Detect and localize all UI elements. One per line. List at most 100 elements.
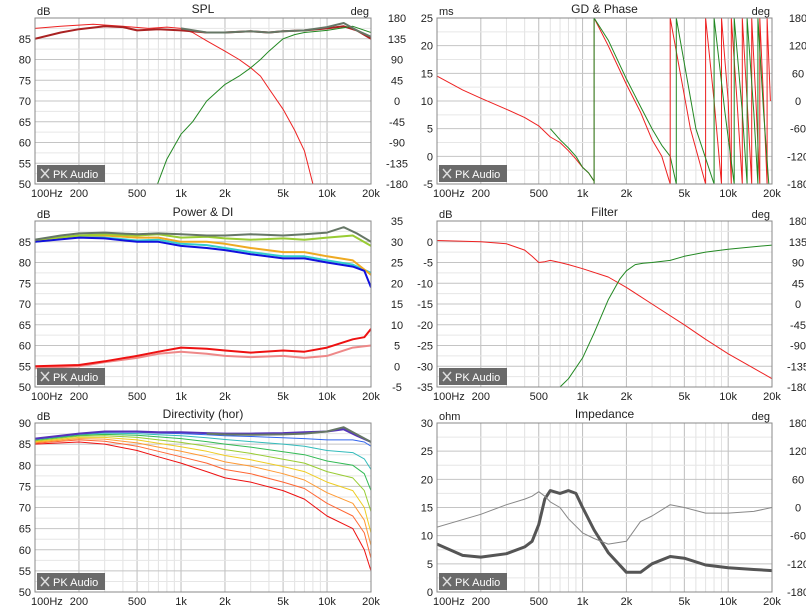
y-right-tick: 0: [795, 299, 801, 311]
y-left-tick: 25: [421, 446, 433, 458]
y-right-tick: 120: [789, 446, 806, 458]
chart-title: Impedance: [575, 407, 635, 421]
y-right-tick: -90: [389, 138, 405, 150]
y-left-unit: dB: [37, 411, 50, 423]
y-left-unit: ohm: [439, 411, 460, 423]
y-right-tick: 30: [391, 237, 403, 249]
y-right-tick: 90: [391, 55, 403, 67]
x-tick: 1k: [175, 391, 187, 403]
x-tick: 1k: [175, 596, 187, 608]
y-right-tick: 5: [394, 341, 400, 353]
watermark-badge: [439, 165, 507, 182]
x-tick: 20k: [362, 596, 380, 608]
x-tick: 500: [128, 391, 146, 403]
x-tick: 200: [472, 188, 490, 200]
series-line-3: [593, 18, 671, 184]
pk-audio-watermark: PK Audio: [37, 165, 105, 182]
y-left-tick: 80: [19, 258, 31, 270]
x-tick: 200: [70, 596, 88, 608]
y-right-tick: 180: [789, 216, 806, 228]
y-left-tick: 65: [19, 117, 31, 129]
series-group: [35, 226, 371, 370]
y-right-tick: -90: [790, 341, 806, 353]
series-line-2: [437, 491, 772, 545]
y-right-tick: -60: [790, 124, 806, 136]
y-left-tick: 70: [19, 96, 31, 108]
y-right-unit: deg: [752, 209, 770, 221]
y-right-tick: -120: [787, 151, 806, 163]
watermark-text: PK Audio: [455, 372, 500, 384]
series-line-5: [35, 236, 371, 288]
y-right-unit: deg: [752, 411, 770, 423]
x-tick: 200: [472, 596, 490, 608]
y-right-tick: 10: [391, 320, 403, 332]
y-right-tick: -60: [790, 531, 806, 543]
x-tick: 2k: [621, 596, 633, 608]
x-tick: 20k: [362, 188, 380, 200]
y-left-unit: ms: [439, 6, 454, 18]
y-left-tick: 65: [19, 524, 31, 536]
x-tick: 100Hz: [433, 596, 465, 608]
x-tick: 10k: [719, 596, 737, 608]
series-line-5: [669, 18, 771, 184]
y-right-tick: 25: [391, 258, 403, 270]
y-left-tick: -35: [417, 382, 433, 394]
x-tick: 5k: [277, 596, 289, 608]
watermark-badge: [439, 368, 507, 385]
x-tick: 200: [472, 391, 490, 403]
series-line-2: [35, 439, 371, 559]
series-line-6: [35, 233, 371, 247]
y-left-unit: dB: [37, 209, 50, 221]
watermark-logo-icon: [40, 576, 50, 587]
y-right-tick: -180: [386, 179, 408, 191]
x-tick: 5k: [679, 188, 691, 200]
y-left-tick: 90: [19, 418, 31, 430]
watermark-logo-icon: [442, 168, 452, 179]
y-right-tick: -180: [787, 587, 806, 599]
y-left-tick: 55: [19, 566, 31, 578]
watermark-badge: [439, 573, 507, 590]
y-right-tick: 60: [792, 68, 804, 80]
series-group: [35, 22, 371, 184]
watermark-text: PK Audio: [455, 169, 500, 181]
y-left-tick: 75: [19, 481, 31, 493]
x-tick: 10k: [318, 188, 336, 200]
x-tick: 100Hz: [31, 391, 63, 403]
pk-audio-watermark: PK Audio: [37, 573, 105, 590]
x-tick: 1k: [577, 391, 589, 403]
x-tick: 20k: [763, 188, 781, 200]
watermark-logo-icon: [40, 371, 50, 382]
y-left-tick: 50: [19, 179, 31, 191]
y-right-tick: -180: [787, 382, 806, 394]
watermark-text: PK Audio: [53, 577, 98, 589]
y-right-tick: 15: [391, 299, 403, 311]
y-left-tick: 60: [19, 545, 31, 557]
y-left-tick: 0: [427, 151, 433, 163]
x-tick: 100Hz: [31, 596, 63, 608]
y-left-tick: 50: [19, 382, 31, 394]
y-left-tick: 25: [421, 13, 433, 25]
watermark-text: PK Audio: [455, 577, 500, 589]
x-tick: 2k: [219, 391, 231, 403]
y-left-tick: 80: [19, 55, 31, 67]
chart-title: Directivity (hor): [163, 407, 244, 421]
series-line-4: [180, 22, 371, 38]
y-left-tick: -5: [423, 258, 433, 270]
series-line-4: [35, 234, 371, 276]
y-left-tick: -10: [417, 278, 433, 290]
x-tick: 20k: [362, 391, 380, 403]
watermark-badge: [37, 368, 105, 385]
series-line-7: [35, 226, 371, 243]
y-right-tick: -180: [787, 179, 806, 191]
x-tick: 10k: [719, 188, 737, 200]
y-right-unit: deg: [351, 6, 369, 18]
y-right-tick: 135: [789, 237, 806, 249]
y-left-tick: 20: [421, 474, 433, 486]
plot-frame: [34, 17, 372, 185]
watermark-text: PK Audio: [53, 169, 98, 181]
series-line-1: [35, 441, 371, 572]
plot-frame: [34, 422, 372, 593]
y-left-tick: 15: [421, 68, 433, 80]
y-left-unit: dB: [37, 6, 50, 18]
